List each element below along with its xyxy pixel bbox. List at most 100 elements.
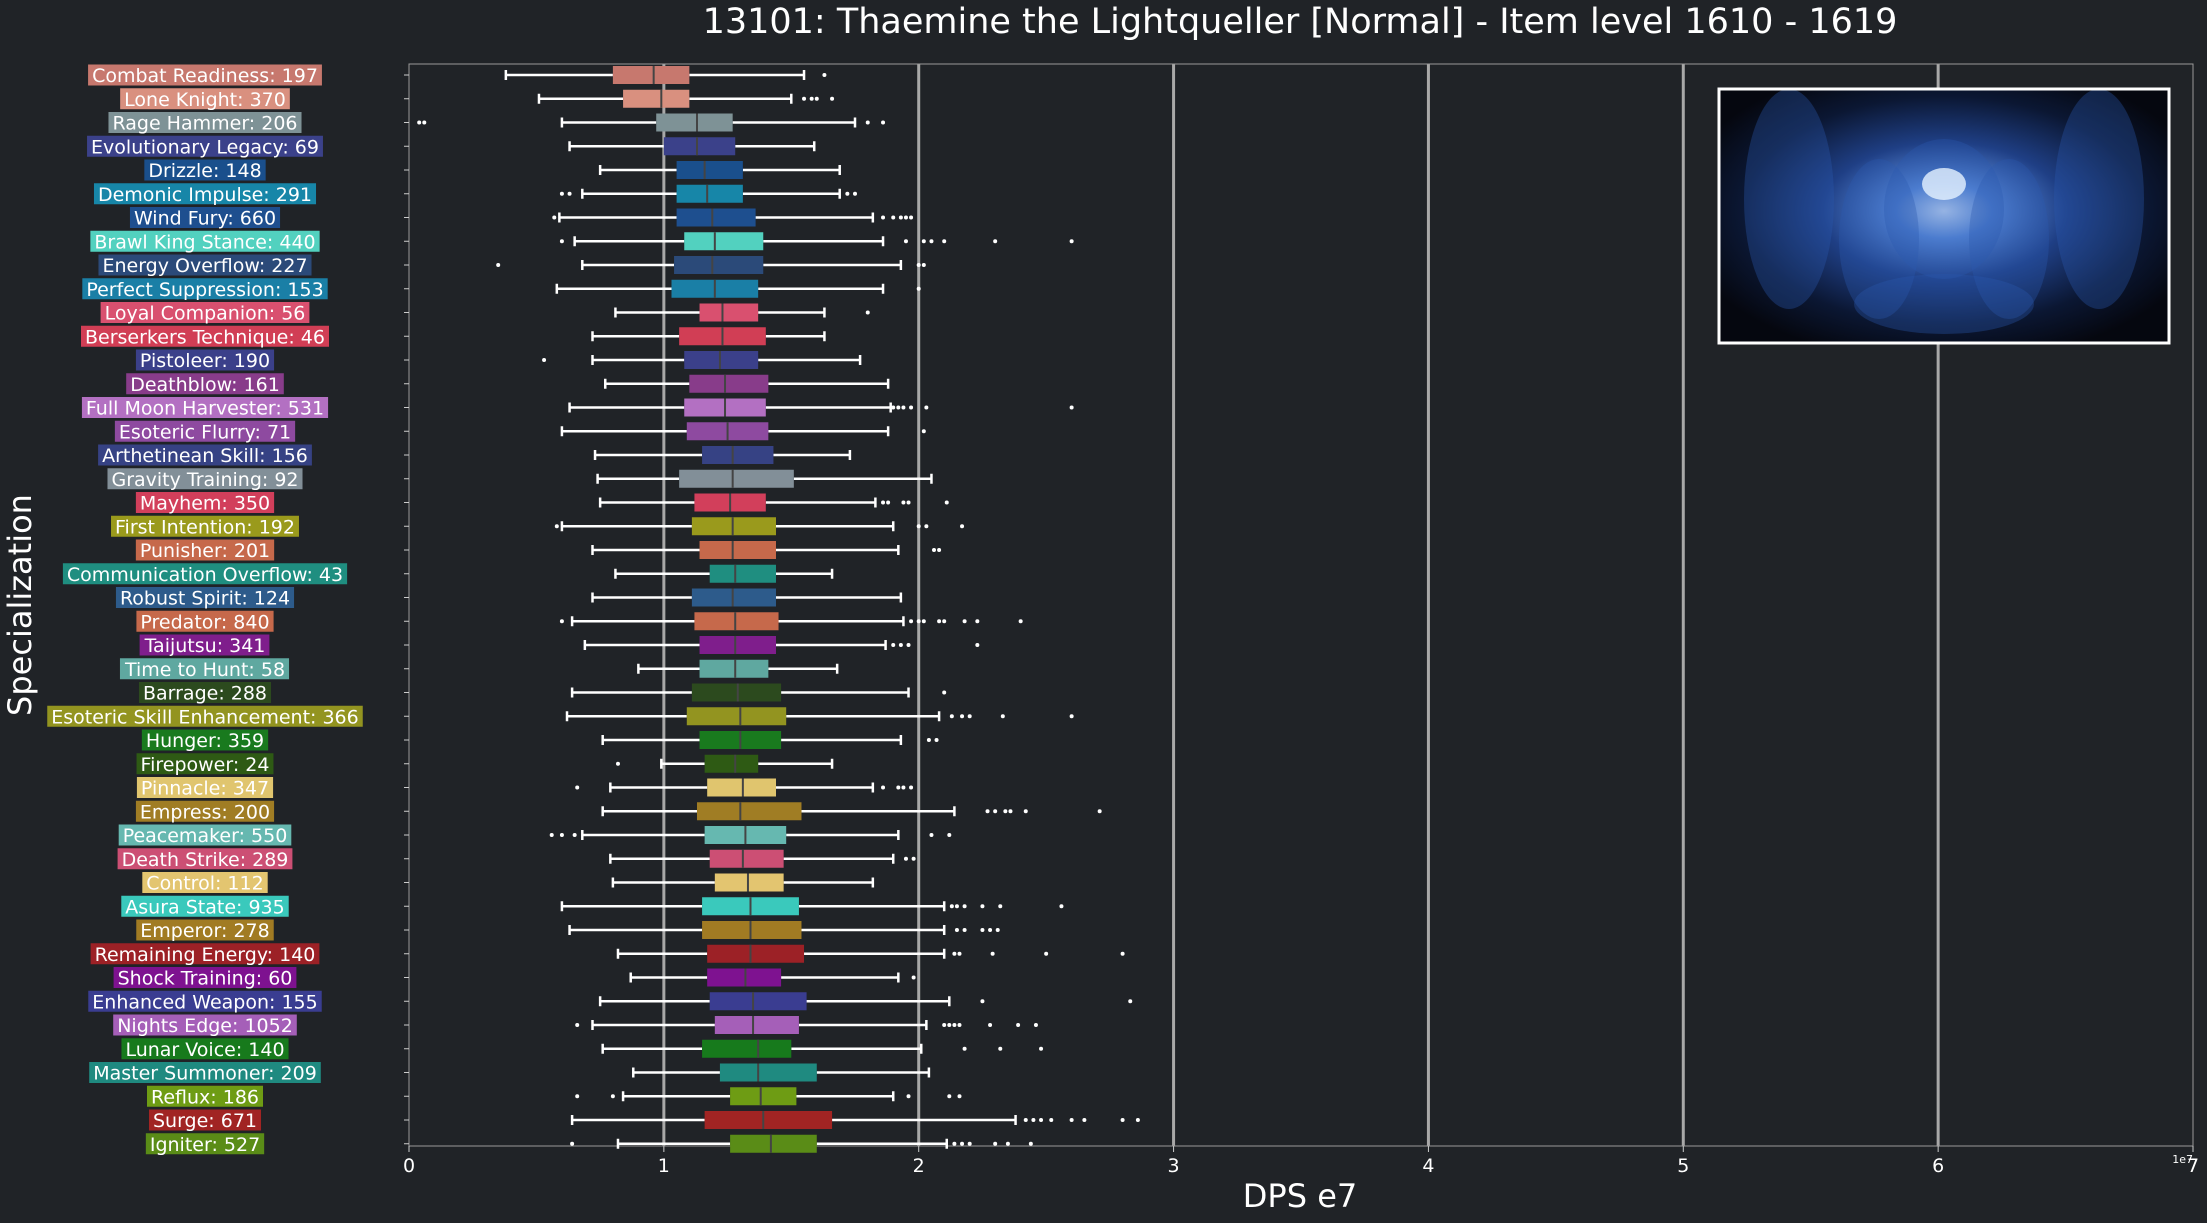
category-label: Lone Knight: 370 — [124, 89, 286, 111]
outlier-point — [1069, 405, 1074, 410]
outlier-point — [962, 619, 967, 624]
y-axis-label: Specialization — [1, 494, 39, 716]
boss-artwork-shape — [1839, 159, 1919, 319]
category-label: Remaining Energy: 140 — [95, 944, 316, 966]
outlier-point — [921, 619, 926, 624]
category-label-background — [135, 800, 275, 822]
iqr-box — [707, 778, 776, 797]
outlier-point — [559, 833, 564, 837]
outlier-point — [947, 1023, 952, 1027]
outlier-point — [896, 785, 901, 790]
box-row — [591, 541, 942, 559]
outlier-point — [903, 856, 908, 861]
outlier-point — [901, 785, 906, 790]
box-row — [614, 303, 870, 322]
outlier-point — [942, 690, 947, 695]
boss-artwork-shape — [1744, 89, 1834, 309]
category-label: Energy Overflow: 227 — [102, 255, 307, 277]
iqr-box — [684, 232, 764, 251]
box-row — [537, 89, 835, 108]
category-label: Pistoleer: 190 — [140, 350, 270, 372]
category-label: Loyal Companion: 56 — [105, 303, 306, 325]
category-label-background — [98, 444, 312, 466]
outlier-point — [916, 263, 921, 267]
outlier-point — [967, 714, 972, 719]
category-label-background — [115, 587, 295, 608]
iqr-box — [719, 1063, 817, 1082]
outlier-point — [845, 191, 850, 196]
outlier-point — [980, 999, 985, 1004]
box-row — [591, 588, 903, 607]
outlier-point — [921, 263, 926, 267]
outlier-point — [1018, 619, 1023, 624]
box-row — [568, 398, 1074, 417]
outlier-point — [1120, 1118, 1125, 1122]
category-label-background — [89, 1062, 321, 1083]
category-label-background — [82, 278, 328, 300]
iqr-box — [699, 636, 776, 654]
box-row — [554, 517, 965, 536]
outlier-point — [853, 191, 857, 196]
outlier-point — [901, 405, 906, 410]
category-label: Demonic Impulse: 291 — [98, 184, 312, 206]
iqr-box — [676, 208, 756, 227]
iqr-box — [691, 517, 776, 536]
box-row — [559, 184, 857, 203]
category-label: Time to Hunt: 58 — [124, 659, 285, 681]
box-row — [609, 849, 916, 868]
iqr-box — [709, 849, 784, 868]
outlier-point — [1023, 809, 1028, 814]
outlier-point — [942, 239, 947, 244]
category-label-background — [88, 64, 322, 86]
category-label: Taijutsu: 341 — [144, 635, 266, 657]
outlier-point — [809, 96, 814, 101]
box-row — [570, 1134, 1033, 1153]
box-row — [575, 1016, 1038, 1034]
outlier-point — [949, 714, 954, 719]
outlier-point — [929, 833, 934, 837]
category-label-background — [135, 539, 275, 561]
iqr-box — [691, 683, 782, 702]
outlier-point — [924, 524, 929, 529]
outlier-point — [1023, 1118, 1028, 1122]
category-label: Enhanced Weapon: 155 — [92, 991, 317, 1013]
iqr-box — [663, 137, 736, 156]
box-row — [565, 707, 1074, 726]
outlier-point — [967, 1141, 972, 1146]
outlier-point — [1008, 809, 1013, 814]
category-label-background — [118, 824, 292, 846]
category-label: Full Moon Harvester: 531 — [86, 398, 324, 420]
outlier-point — [865, 310, 870, 315]
outlier-point — [924, 405, 929, 410]
outlier-point — [903, 239, 908, 244]
category-label: Esoteric Skill Enhancement: 366 — [51, 706, 359, 728]
outlier-point — [947, 1094, 952, 1099]
category-label: Surge: 671 — [153, 1110, 257, 1132]
category-label: Combat Readiness: 197 — [92, 65, 318, 87]
outlier-point — [891, 405, 896, 410]
category-label-background — [100, 302, 310, 323]
category-label-background — [93, 183, 317, 205]
outlier-point — [952, 1023, 957, 1027]
outlier-point — [1000, 714, 1005, 719]
box-row — [570, 1111, 1140, 1129]
x-axis-ticks: 0 1 2 3 4 5 6 7 — [403, 1146, 2199, 1177]
outlier-point — [1003, 809, 1008, 814]
category-label: Brawl King Stance: 440 — [94, 231, 315, 253]
outlier-point — [1097, 809, 1102, 814]
category-label-background — [121, 895, 289, 917]
outlier-point — [952, 1141, 957, 1146]
box-row — [601, 731, 939, 749]
box-row — [417, 113, 886, 132]
outlier-point — [802, 96, 807, 101]
outlier-point — [572, 833, 577, 837]
outlier-point — [1039, 1118, 1044, 1122]
outlier-point — [891, 643, 896, 647]
outlier-point — [993, 239, 998, 244]
outlier-point — [957, 951, 962, 956]
category-label-background — [98, 254, 312, 276]
category-label: Berserkers Technique: 46 — [85, 326, 325, 348]
category-label-background — [108, 112, 302, 133]
